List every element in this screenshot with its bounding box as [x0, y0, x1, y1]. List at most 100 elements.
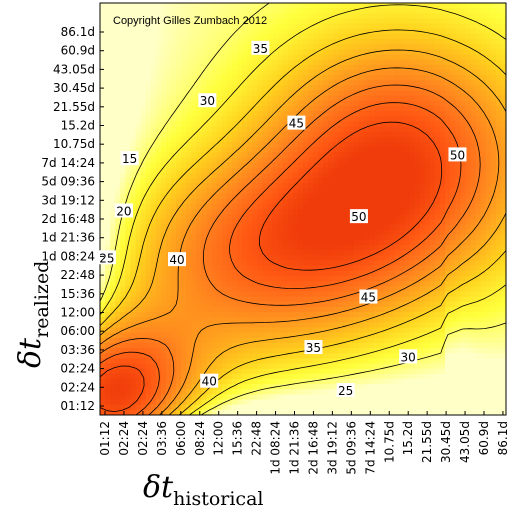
- heatmap-cell: [155, 49, 162, 56]
- heatmap-cell: [252, 131, 258, 138]
- heatmap-cell: [394, 234, 401, 241]
- heatmap-cell: [419, 291, 426, 298]
- heatmap-cell: [450, 229, 456, 236]
- heatmap-cell: [308, 18, 314, 25]
- heatmap-cell: [201, 255, 208, 262]
- heatmap-cell: [257, 85, 263, 92]
- heatmap-cell: [247, 260, 253, 267]
- heatmap-cell: [384, 234, 390, 241]
- heatmap-cell: [490, 39, 497, 45]
- heatmap-cell: [155, 152, 162, 159]
- heatmap-cell: [272, 142, 279, 148]
- heatmap-cell: [429, 219, 436, 226]
- heatmap-cell: [150, 214, 157, 220]
- heatmap-cell: [242, 312, 248, 318]
- heatmap-cell: [399, 23, 406, 30]
- heatmap-cell: [424, 121, 431, 128]
- heatmap-cell: [115, 8, 121, 14]
- heatmap-cell: [348, 3, 355, 9]
- heatmap-cell: [135, 188, 142, 195]
- heatmap-cell: [105, 8, 111, 14]
- heatmap-cell: [231, 286, 238, 292]
- heatmap-cell: [171, 136, 177, 143]
- heatmap-cell: [440, 317, 446, 323]
- heatmap-cell: [231, 322, 238, 329]
- heatmap-cell: [424, 3, 431, 9]
- heatmap-cell: [115, 121, 121, 128]
- heatmap-cell: [379, 39, 385, 45]
- heatmap-cell: [282, 147, 289, 153]
- heatmap-cell: [155, 172, 162, 179]
- heatmap-cell: [379, 126, 385, 133]
- heatmap-cell: [313, 209, 319, 215]
- heatmap-cell: [231, 54, 238, 61]
- heatmap-cell: [399, 188, 406, 195]
- heatmap-cell: [490, 234, 497, 241]
- heatmap-cell: [308, 188, 314, 195]
- heatmap-cell: [495, 209, 502, 215]
- heatmap-cell: [272, 219, 279, 226]
- heatmap-cell: [424, 126, 431, 133]
- heatmap-cell: [434, 126, 441, 133]
- heatmap-cell: [384, 90, 390, 97]
- heatmap-cell: [120, 59, 126, 66]
- heatmap-cell: [389, 281, 395, 287]
- heatmap-cell: [303, 116, 309, 123]
- heatmap-cell: [247, 44, 253, 50]
- heatmap-cell: [338, 306, 345, 313]
- heatmap-cell: [211, 106, 218, 112]
- heatmap-cell: [140, 317, 147, 323]
- heatmap-cell: [440, 28, 446, 35]
- heatmap-cell: [358, 188, 365, 195]
- heatmap-cell: [333, 157, 340, 164]
- heatmap-cell: [282, 270, 289, 277]
- heatmap-cell: [287, 8, 294, 14]
- heatmap-cell: [262, 28, 269, 35]
- heatmap-cell: [343, 198, 350, 205]
- heatmap-cell: [353, 131, 360, 138]
- heatmap-cell: [257, 275, 263, 282]
- heatmap-cell: [409, 183, 416, 189]
- heatmap-cell: [237, 193, 243, 200]
- heatmap-cell: [231, 69, 238, 76]
- heatmap-cell: [231, 39, 238, 45]
- heatmap-cell: [196, 250, 203, 256]
- heatmap-cell: [120, 162, 126, 169]
- heatmap-cell: [470, 198, 477, 205]
- heatmap-cell: [404, 317, 411, 323]
- heatmap-cell: [145, 126, 152, 133]
- heatmap-cell: [328, 234, 335, 241]
- heatmap-cell: [440, 183, 446, 189]
- heatmap-cell: [165, 69, 172, 76]
- heatmap-cell: [455, 49, 461, 56]
- heatmap-cell: [475, 312, 482, 318]
- heatmap-cell: [226, 255, 233, 262]
- heatmap-cell: [429, 147, 436, 153]
- heatmap-cell: [186, 178, 192, 184]
- heatmap-cell: [196, 80, 203, 86]
- heatmap-cell: [419, 193, 426, 200]
- heatmap-cell: [475, 121, 482, 128]
- heatmap-cell: [445, 188, 451, 195]
- heatmap-cell: [130, 162, 137, 169]
- heatmap-cell: [267, 219, 274, 226]
- heatmap-cell: [460, 121, 466, 128]
- heatmap-cell: [333, 126, 340, 133]
- heatmap-cell: [440, 142, 446, 148]
- heatmap-cell: [140, 188, 147, 195]
- heatmap-cell: [495, 59, 502, 66]
- heatmap-cell: [323, 59, 329, 66]
- heatmap-cell: [237, 23, 243, 30]
- heatmap-cell: [297, 106, 304, 112]
- heatmap-cell: [313, 23, 319, 30]
- heatmap-cell: [343, 131, 350, 138]
- heatmap-cell: [160, 203, 167, 210]
- heatmap-cell: [201, 64, 208, 71]
- heatmap-cell: [140, 13, 147, 20]
- heatmap-cell: [201, 260, 208, 267]
- heatmap-cell: [333, 69, 340, 76]
- heatmap-cell: [115, 219, 121, 226]
- heatmap-cell: [242, 281, 248, 287]
- heatmap-cell: [384, 49, 390, 56]
- heatmap-cell: [374, 142, 380, 148]
